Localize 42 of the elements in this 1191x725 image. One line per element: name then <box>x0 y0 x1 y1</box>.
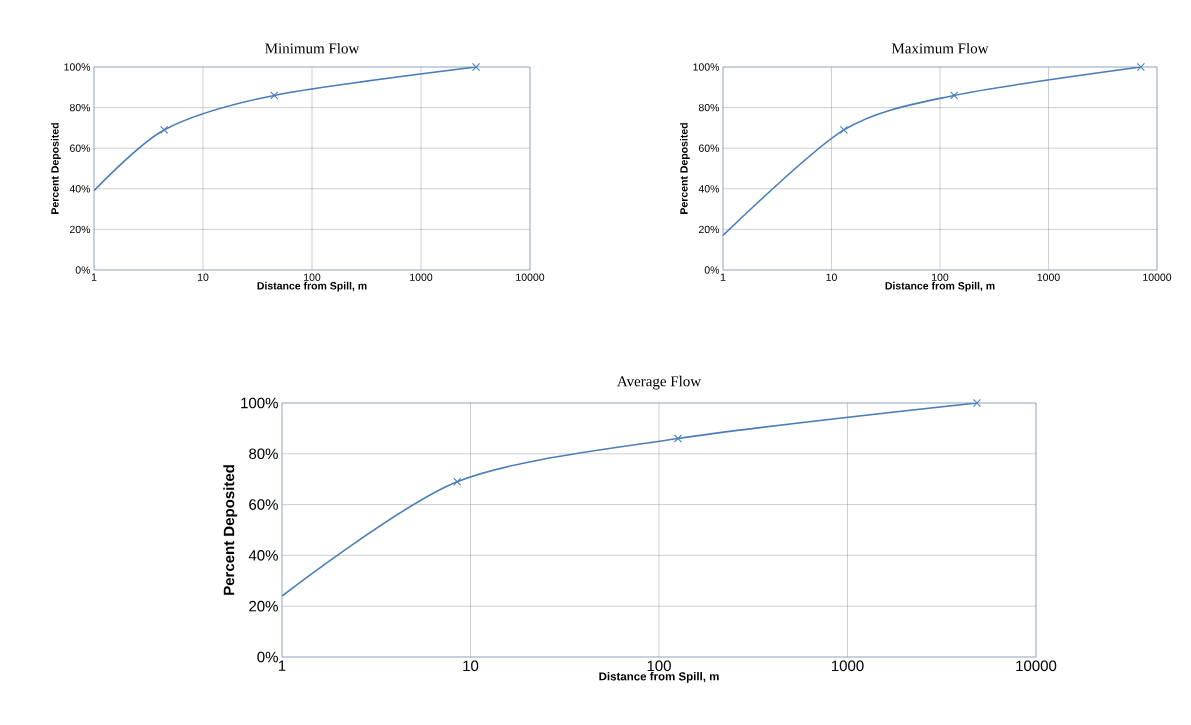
y-tick-label: 100% <box>64 63 91 71</box>
x-tick-label: 1 <box>278 660 286 671</box>
y-tick-label: 40% <box>248 550 278 561</box>
x-tick-label: 10 <box>463 660 479 672</box>
y-tick-label: 80% <box>69 103 91 112</box>
y-tick-label: 0% <box>704 266 720 274</box>
x-tick-label: 1 <box>91 273 97 281</box>
y-tick-label: 80% <box>249 448 278 460</box>
y-tick-label: 60% <box>249 499 278 510</box>
y-tick-label: 100% <box>693 63 720 71</box>
y-tick-label: 0% <box>75 266 91 274</box>
y-tick-label: 20% <box>698 225 720 234</box>
x-tick-label: 10 <box>826 273 837 281</box>
x-tick-label: 1000 <box>1037 273 1060 281</box>
x-tick-label: 1000 <box>410 273 433 281</box>
x-tick-label: 10000 <box>1016 660 1057 672</box>
y-axis-title: Percent Deposited <box>50 123 61 214</box>
chart-title: Average Flow <box>617 375 702 390</box>
x-axis-title: Distance from Spill, m <box>885 281 995 292</box>
y-tick-label: 20% <box>70 225 91 234</box>
chart-title: Maximum Flow <box>891 42 989 54</box>
x-tick-label: 100 <box>304 273 321 281</box>
x-tick-label: 10000 <box>516 273 545 281</box>
x-tick-label: 10 <box>197 273 209 281</box>
y-tick-label: 40% <box>698 185 720 193</box>
y-tick-label: 80% <box>698 103 720 112</box>
y-tick-label: 40% <box>69 185 91 193</box>
x-tick-label: 10000 <box>1143 273 1172 281</box>
x-axis-title: Distance from Spill, m <box>257 281 367 292</box>
x-tick-label: 100 <box>932 273 949 281</box>
chart-title: Minimum Flow <box>265 42 360 54</box>
x-tick-label: 1 <box>720 273 726 281</box>
x-tick-label: 100 <box>647 660 671 672</box>
y-tick-label: 100% <box>241 397 278 409</box>
y-tick-label: 60% <box>698 144 720 152</box>
y-axis-title: Percent Deposited <box>223 465 238 595</box>
y-tick-label: 0% <box>257 651 278 663</box>
y-axis-title: Percent Deposited <box>679 123 690 214</box>
y-tick-label: 60% <box>70 144 91 152</box>
y-tick-label: 20% <box>249 600 278 612</box>
x-axis-title: Distance from Spill, m <box>599 672 719 683</box>
x-tick-label: 1000 <box>831 660 864 672</box>
